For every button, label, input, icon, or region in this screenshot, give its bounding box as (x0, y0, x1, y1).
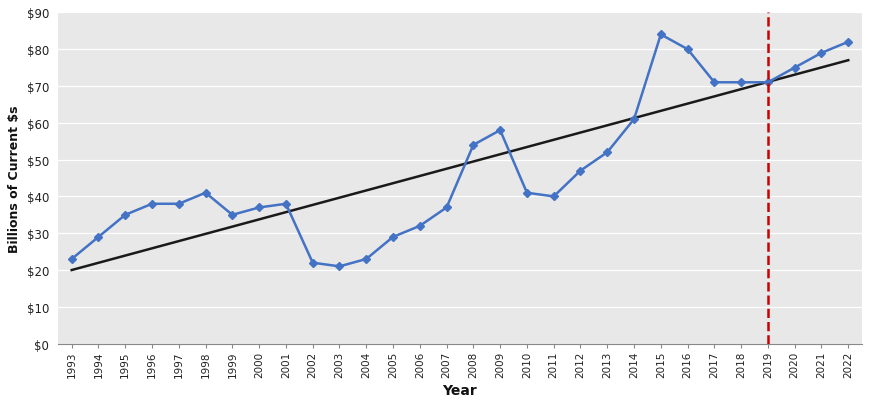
X-axis label: Year: Year (442, 383, 477, 396)
Y-axis label: Billions of Current $s: Billions of Current $s (9, 105, 22, 252)
